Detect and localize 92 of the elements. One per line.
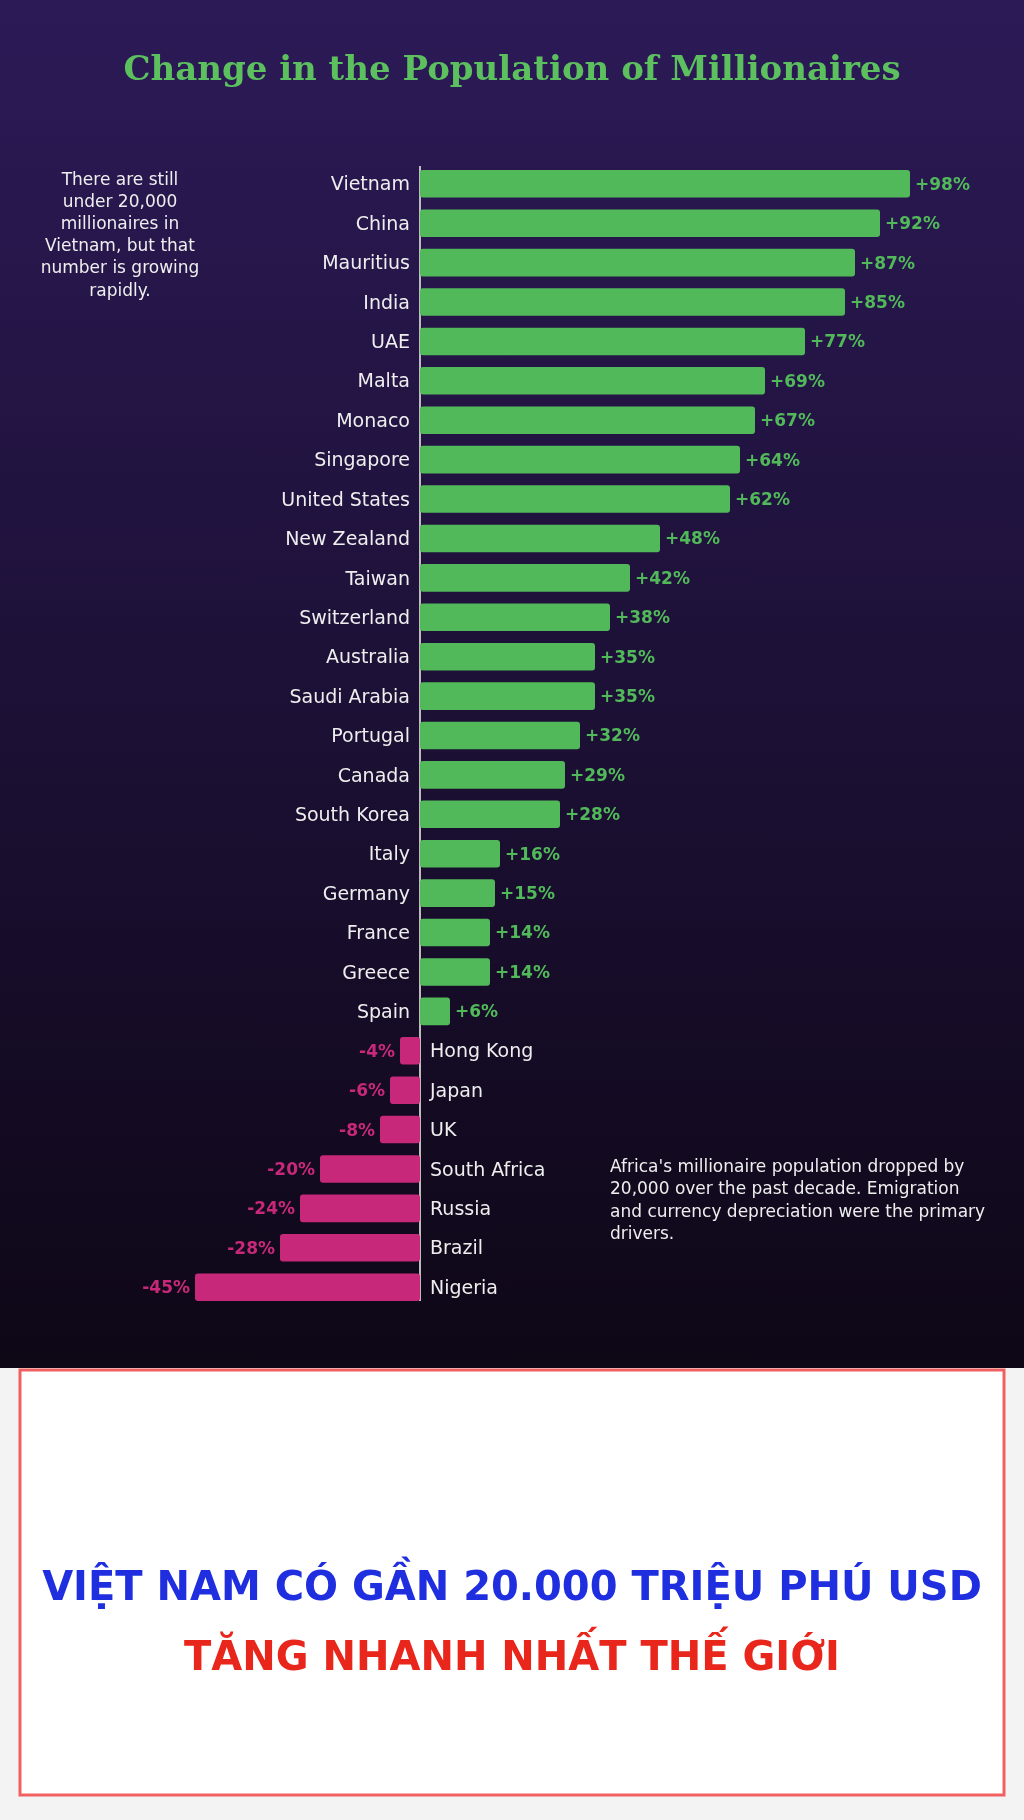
y-tick-label: South Africa <box>430 1157 546 1180</box>
data-label: +77% <box>810 331 865 352</box>
bar <box>420 524 660 553</box>
y-tick-label: Brazil <box>430 1236 484 1259</box>
y-tick-label: Saudi Arabia <box>289 684 410 707</box>
data-label: -4% <box>359 1040 395 1061</box>
y-tick-label: Hong Kong <box>430 1039 534 1062</box>
y-tick-label: Mauritius <box>322 251 410 274</box>
bar <box>420 682 595 710</box>
y-tick-label: Canada <box>337 763 410 786</box>
bar <box>380 1115 420 1144</box>
bar <box>320 1155 420 1183</box>
data-label: +62% <box>735 489 790 509</box>
data-label: +28% <box>565 804 620 825</box>
data-label: +98% <box>915 173 970 194</box>
bar <box>400 1036 420 1065</box>
y-tick-label: UK <box>430 1118 457 1141</box>
data-label: -20% <box>267 1158 315 1179</box>
data-label: +14% <box>495 961 550 982</box>
y-tick-label: Nigeria <box>430 1275 498 1298</box>
bar <box>420 879 495 907</box>
text: TĂNG NHANH NHẤT THẾ GIỚI <box>184 1626 840 1679</box>
bar <box>420 918 490 947</box>
data-label: +67% <box>760 410 815 431</box>
y-tick-label: UAE <box>371 330 410 353</box>
y-tick-label: Germany <box>322 881 410 904</box>
data-label: +92% <box>885 213 940 234</box>
y-tick-label: China <box>355 211 410 234</box>
bar <box>420 445 740 474</box>
data-label: +29% <box>570 764 625 785</box>
bar <box>420 603 610 632</box>
data-label: +35% <box>600 686 655 707</box>
y-tick-label: Monaco <box>336 408 410 431</box>
bar <box>420 367 765 395</box>
text: VIỆT NAM CÓ GẦN 20.000 TRIỆU PHÚ USD <box>42 1556 982 1609</box>
y-tick-label: Spain <box>356 1000 410 1022</box>
y-tick-label: South Korea <box>294 802 410 825</box>
bar <box>420 642 595 671</box>
data-label: -28% <box>227 1237 275 1258</box>
bar <box>280 1234 420 1262</box>
data-label: +6% <box>455 1001 499 1022</box>
bar <box>390 1076 420 1104</box>
bar <box>420 248 855 277</box>
y-tick-label: Singapore <box>314 448 410 471</box>
annotation: Africa's millionaire population dropped by 20,000 over the past decade. Emigration and currency depreciation were the primary drivers. <box>610 1156 986 1243</box>
bar <box>420 564 630 592</box>
data-label: -6% <box>349 1080 385 1101</box>
bar <box>420 800 560 829</box>
y-tick-label: Taiwan <box>344 566 410 589</box>
bar <box>420 288 845 316</box>
data-label: -8% <box>339 1119 375 1140</box>
annotation: There are still under 20,000 millionaires in Vietnam, but that number is growing rapidly. <box>40 169 200 300</box>
bar <box>420 485 730 513</box>
bar <box>420 958 490 986</box>
data-label: +15% <box>500 883 555 904</box>
data-label: +38% <box>615 607 670 628</box>
y-tick-label: France <box>346 921 410 944</box>
y-tick-label: Malta <box>357 369 410 392</box>
data-label: -45% <box>142 1277 190 1298</box>
data-label: +35% <box>600 646 655 667</box>
bar <box>420 761 565 789</box>
y-tick-label: Greece <box>342 960 410 983</box>
data-label: -24% <box>247 1198 295 1219</box>
bar <box>420 170 910 198</box>
data-label: +85% <box>850 291 905 312</box>
data-label: +42% <box>635 567 690 588</box>
bar <box>420 721 580 750</box>
data-label: +16% <box>505 843 560 864</box>
y-tick-label: Vietnam <box>330 172 410 195</box>
bar <box>420 209 880 237</box>
data-label: +48% <box>665 528 720 549</box>
data-label: +14% <box>495 922 550 943</box>
y-tick-label: Portugal <box>331 724 410 747</box>
y-tick-label: New Zealand <box>285 527 410 550</box>
bar <box>420 327 805 356</box>
data-label: +32% <box>585 725 640 746</box>
data-label: +87% <box>860 252 915 273</box>
y-tick-label: Italy <box>368 842 410 865</box>
bar <box>420 997 450 1026</box>
y-tick-label: Japan <box>429 1078 483 1101</box>
chart-title: Change in the Population of Millionaires <box>123 48 901 88</box>
y-tick-label: Switzerland <box>299 605 410 628</box>
bar <box>420 406 755 435</box>
bar <box>300 1194 420 1223</box>
y-tick-label: Russia <box>430 1197 492 1220</box>
y-tick-label: India <box>363 290 410 313</box>
data-label: +69% <box>770 370 825 391</box>
bar <box>420 839 500 868</box>
y-tick-label: Australia <box>325 645 410 668</box>
y-tick-label: United States <box>281 487 410 510</box>
bar <box>195 1273 420 1301</box>
data-label: +64% <box>745 449 800 470</box>
